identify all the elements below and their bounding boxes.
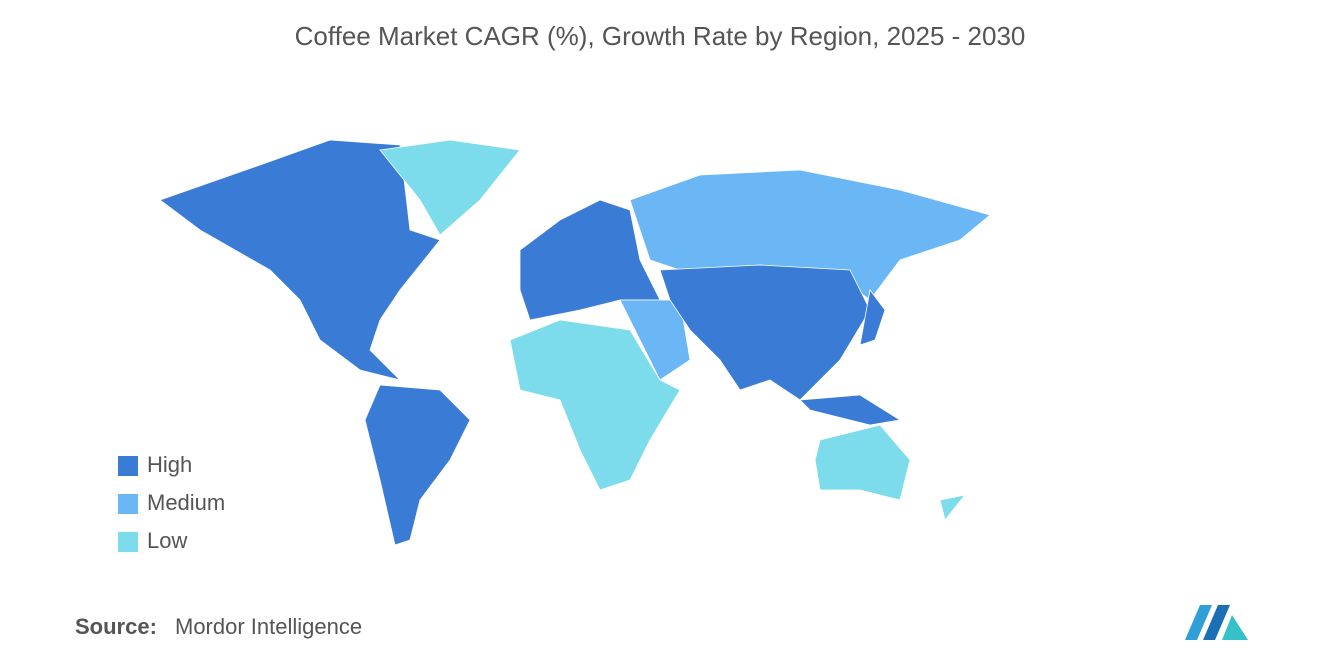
source-label: Source: — [75, 614, 157, 639]
new-zealand — [939, 494, 966, 521]
legend-label: High — [147, 452, 192, 477]
australia — [814, 424, 911, 501]
source-text: Mordor Intelligence — [175, 614, 362, 639]
legend-swatch — [118, 494, 138, 514]
logo — [1185, 605, 1248, 640]
japan — [859, 289, 886, 346]
asia — [659, 264, 871, 401]
greenland — [379, 139, 521, 236]
north-america — [159, 139, 441, 381]
legend-label: Low — [147, 528, 187, 553]
legend-label: Medium — [147, 490, 225, 515]
world-map — [159, 139, 991, 546]
southeast-asia — [799, 394, 902, 426]
legend-swatch — [118, 532, 138, 552]
south-america — [364, 384, 471, 546]
legend-swatch — [118, 456, 138, 476]
legend: High Medium Low — [118, 452, 225, 553]
africa — [509, 319, 681, 491]
map-title: Coffee Market CAGR (%), Growth Rate by R… — [295, 21, 1026, 51]
